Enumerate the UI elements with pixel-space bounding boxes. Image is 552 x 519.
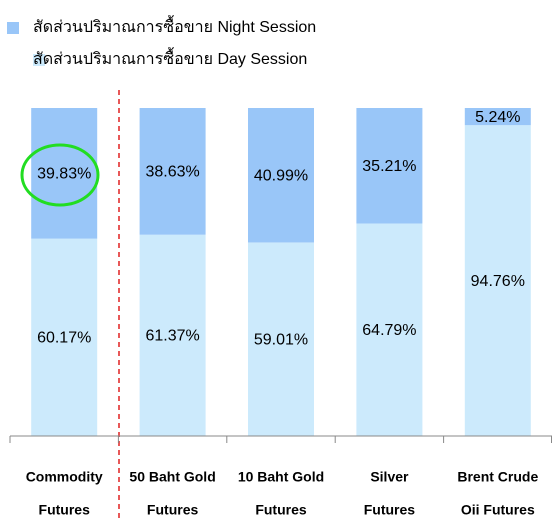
value-label: 61.37% [145,328,199,345]
legend-label: สัดส่วนปริมาณการซื้อขาย Day Session [33,47,307,68]
bar-segment [356,223,423,436]
value-label: 38.63% [145,164,199,181]
bar-segment [31,108,98,239]
x-tick-label: 50 Baht Gold [129,469,215,485]
value-label: 59.01% [254,331,308,348]
x-tick-label: Oii Futures [461,502,535,518]
x-tick-label: Silver [370,469,409,485]
x-tick-label: Brent Crude [457,469,538,485]
x-tick-label: Futures [147,502,199,518]
value-label: 5.24% [475,109,520,126]
bar-segment [248,242,314,436]
legend-label: สัดส่วนปริมาณการซื้อขาย Night Session [33,15,316,36]
bar-segment [464,125,531,437]
value-label: 40.99% [254,167,308,184]
highlight-circle [20,143,100,207]
value-label: 60.17% [37,330,91,347]
value-label: 39.83% [37,166,91,183]
x-tick-label: Futures [255,502,307,518]
legend-swatch [33,54,45,66]
bar-segment [248,108,314,243]
legend-swatch [7,22,19,34]
bar-segment [356,108,423,224]
bar-segment [464,108,531,126]
x-tick-label: Futures [364,502,416,518]
bar-segment [139,108,206,235]
value-label: 35.21% [362,158,416,175]
bar-segment [31,238,98,436]
x-tick-label: Futures [39,502,91,518]
bar-segment [139,234,206,436]
value-label: 64.79% [362,322,416,339]
x-tick-label: Commodity [26,469,103,485]
value-label: 94.76% [471,273,525,290]
x-tick-label: 10 Baht Gold [238,469,324,485]
